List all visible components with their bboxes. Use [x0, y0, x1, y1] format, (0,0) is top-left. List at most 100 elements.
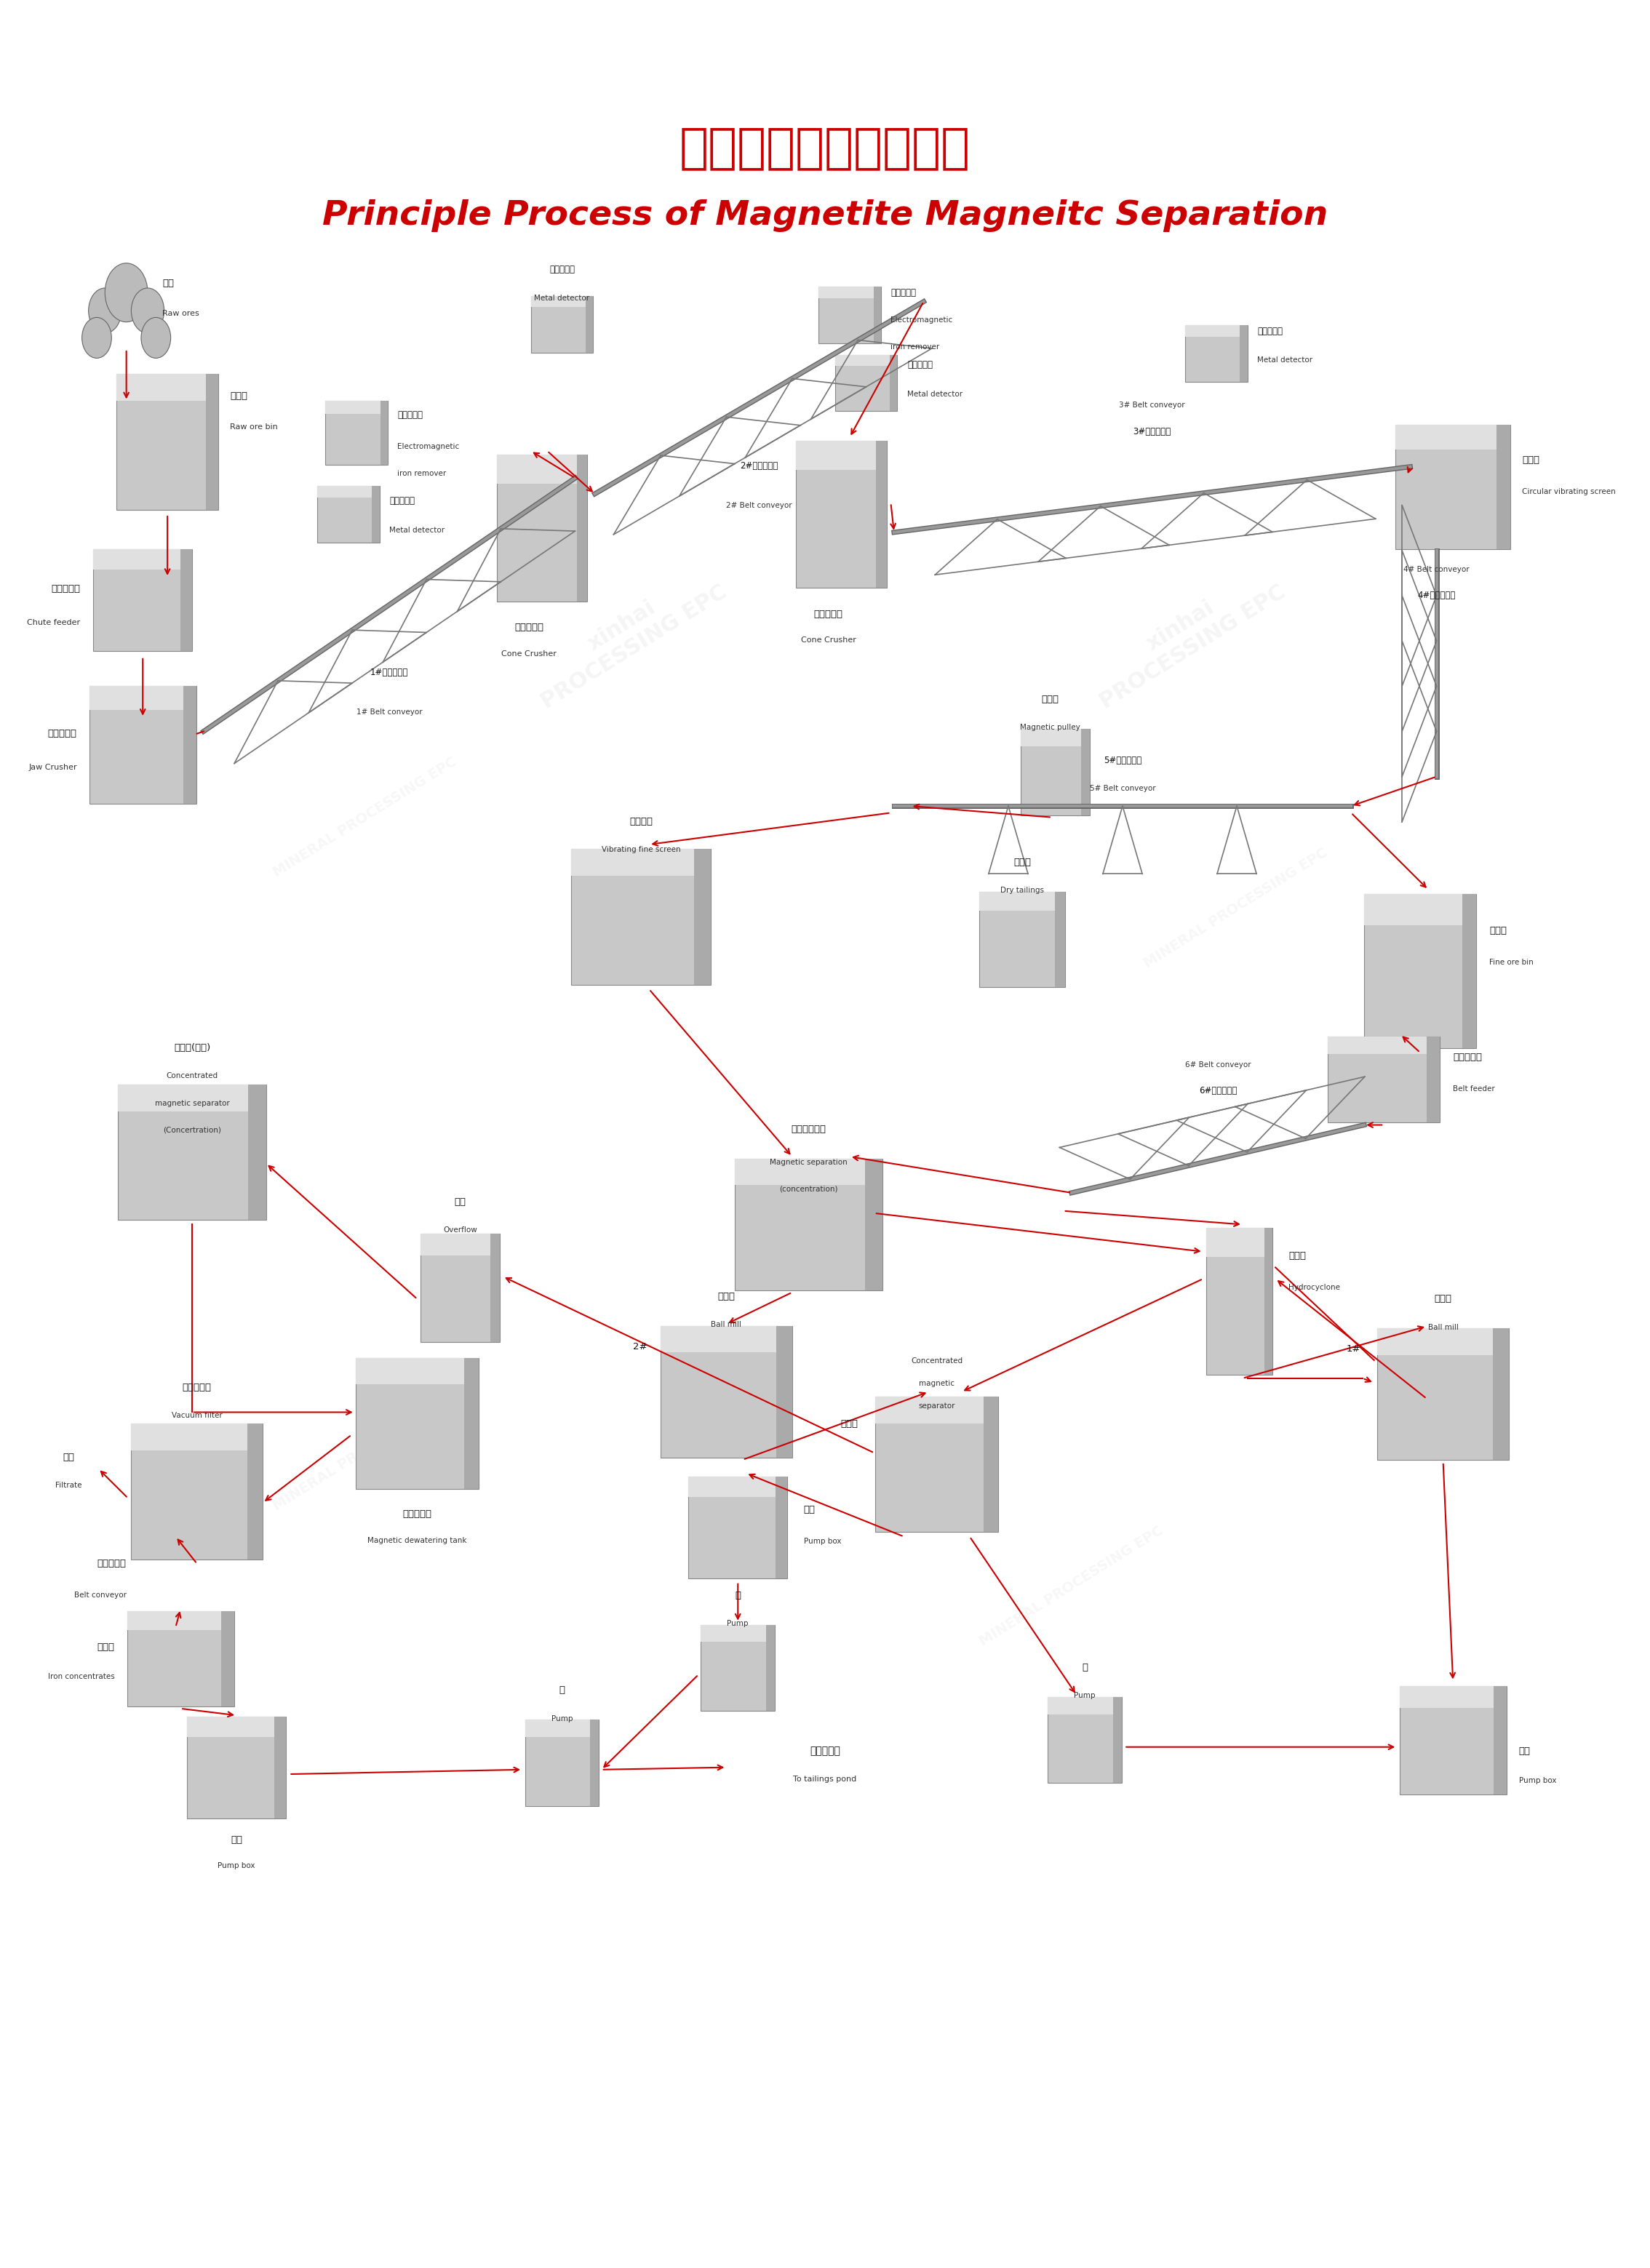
FancyBboxPatch shape: [1048, 1696, 1122, 1715]
Text: 磁铁矿磁选工艺流程图: 磁铁矿磁选工艺流程图: [680, 125, 970, 172]
FancyBboxPatch shape: [317, 485, 380, 542]
Text: Metal detector: Metal detector: [535, 295, 589, 302]
Text: Pump box: Pump box: [804, 1538, 842, 1545]
FancyBboxPatch shape: [132, 1424, 262, 1558]
Text: xinhai
PROCESSING EPC: xinhai PROCESSING EPC: [525, 560, 731, 712]
FancyBboxPatch shape: [325, 401, 388, 465]
Text: Cone Crusher: Cone Crusher: [800, 637, 856, 644]
FancyBboxPatch shape: [132, 1424, 262, 1452]
FancyBboxPatch shape: [889, 354, 898, 411]
Text: Pump: Pump: [728, 1619, 749, 1626]
Text: 圆锥破碎机: 圆锥破碎机: [515, 624, 543, 633]
FancyBboxPatch shape: [119, 1084, 266, 1220]
Text: MINERAL PROCESSING EPC: MINERAL PROCESSING EPC: [271, 1388, 459, 1513]
FancyBboxPatch shape: [1328, 1036, 1440, 1123]
Text: magnetic separator: magnetic separator: [155, 1100, 229, 1107]
FancyBboxPatch shape: [1112, 1696, 1122, 1783]
Text: Jaw Crusher: Jaw Crusher: [28, 764, 78, 771]
Text: 金属探测器: 金属探测器: [389, 497, 414, 506]
FancyBboxPatch shape: [183, 687, 196, 803]
FancyBboxPatch shape: [1241, 324, 1247, 381]
FancyBboxPatch shape: [660, 1327, 792, 1352]
Text: Concentrated: Concentrated: [911, 1359, 962, 1365]
FancyBboxPatch shape: [1378, 1329, 1508, 1461]
Text: 干尾矿: 干尾矿: [1013, 857, 1031, 866]
Text: 1#: 1#: [1346, 1345, 1361, 1354]
FancyBboxPatch shape: [695, 848, 711, 984]
FancyBboxPatch shape: [497, 454, 587, 483]
Text: 金属探测器: 金属探测器: [1257, 327, 1282, 336]
Circle shape: [106, 263, 148, 322]
FancyBboxPatch shape: [777, 1327, 792, 1458]
FancyBboxPatch shape: [1048, 1696, 1122, 1783]
Text: Principle Process of Magnetite Magneitc Separation: Principle Process of Magnetite Magneitc …: [322, 200, 1328, 231]
FancyBboxPatch shape: [206, 374, 218, 510]
FancyBboxPatch shape: [1462, 894, 1477, 1048]
FancyBboxPatch shape: [1206, 1227, 1272, 1374]
Text: 浓缩型磁选机: 浓缩型磁选机: [790, 1125, 827, 1134]
FancyBboxPatch shape: [591, 1719, 599, 1805]
Text: Metal detector: Metal detector: [1257, 356, 1313, 365]
Text: Ball mill: Ball mill: [711, 1322, 741, 1329]
Text: 球磨机: 球磨机: [1434, 1295, 1452, 1304]
Text: 6# Belt conveyor: 6# Belt conveyor: [1185, 1061, 1251, 1068]
FancyBboxPatch shape: [89, 687, 196, 803]
FancyBboxPatch shape: [874, 1397, 998, 1424]
Text: 泵: 泵: [1082, 1662, 1087, 1672]
FancyBboxPatch shape: [1264, 1227, 1272, 1374]
Text: (concentration): (concentration): [779, 1186, 838, 1193]
FancyBboxPatch shape: [701, 1624, 776, 1710]
Text: Magnetic dewatering tank: Magnetic dewatering tank: [368, 1538, 467, 1545]
FancyBboxPatch shape: [776, 1476, 787, 1579]
Text: To tailings pond: To tailings pond: [794, 1776, 856, 1783]
Text: 5# Belt conveyor: 5# Belt conveyor: [1089, 785, 1155, 792]
FancyBboxPatch shape: [1493, 1685, 1506, 1794]
FancyBboxPatch shape: [980, 891, 1064, 912]
Text: xinhai
PROCESSING EPC: xinhai PROCESSING EPC: [1084, 560, 1290, 712]
FancyBboxPatch shape: [464, 1359, 479, 1490]
Text: Magnetic separation: Magnetic separation: [771, 1159, 848, 1166]
FancyBboxPatch shape: [818, 288, 881, 342]
FancyBboxPatch shape: [586, 295, 594, 352]
Text: 圆振筛: 圆振筛: [1521, 456, 1539, 465]
FancyBboxPatch shape: [531, 295, 594, 352]
Text: Overflow: Overflow: [444, 1227, 477, 1234]
FancyBboxPatch shape: [490, 1234, 500, 1343]
FancyBboxPatch shape: [186, 1717, 285, 1819]
FancyBboxPatch shape: [1396, 424, 1510, 449]
Text: 粉矿仓: 粉矿仓: [1490, 925, 1506, 934]
FancyBboxPatch shape: [180, 549, 191, 651]
FancyBboxPatch shape: [1206, 1227, 1272, 1256]
Text: Dry tailings: Dry tailings: [1000, 887, 1044, 894]
FancyBboxPatch shape: [1399, 1685, 1506, 1708]
FancyBboxPatch shape: [380, 401, 388, 465]
Circle shape: [142, 318, 170, 358]
FancyBboxPatch shape: [186, 1717, 285, 1737]
Text: MINERAL PROCESSING EPC: MINERAL PROCESSING EPC: [271, 755, 459, 880]
FancyBboxPatch shape: [248, 1084, 266, 1220]
FancyBboxPatch shape: [660, 1327, 792, 1458]
Text: Raw ore bin: Raw ore bin: [229, 424, 277, 431]
Text: 铁精矿: 铁精矿: [97, 1642, 116, 1651]
Text: 原矿仓: 原矿仓: [229, 392, 248, 401]
Text: Pump: Pump: [1074, 1692, 1096, 1699]
FancyBboxPatch shape: [865, 1159, 883, 1290]
Text: iron remover: iron remover: [398, 469, 447, 476]
Text: 圆锥破碎机: 圆锥破碎机: [813, 610, 843, 619]
Text: 滤液: 滤液: [63, 1452, 74, 1463]
Text: Raw ores: Raw ores: [162, 311, 200, 318]
Text: 电磁除铁器: 电磁除铁器: [398, 411, 422, 420]
FancyBboxPatch shape: [1426, 1036, 1440, 1123]
Text: Fine ore bin: Fine ore bin: [1490, 959, 1533, 966]
Text: 泵箱: 泵箱: [804, 1504, 815, 1515]
Text: Pump: Pump: [551, 1715, 573, 1721]
Circle shape: [83, 318, 112, 358]
Text: MINERAL PROCESSING EPC: MINERAL PROCESSING EPC: [1142, 846, 1330, 971]
FancyBboxPatch shape: [421, 1234, 500, 1343]
FancyBboxPatch shape: [421, 1234, 500, 1254]
FancyBboxPatch shape: [1081, 728, 1089, 814]
Text: 2#: 2#: [634, 1343, 647, 1352]
FancyBboxPatch shape: [766, 1624, 776, 1710]
Text: Electromagnetic: Electromagnetic: [891, 315, 952, 324]
FancyBboxPatch shape: [983, 1397, 998, 1533]
